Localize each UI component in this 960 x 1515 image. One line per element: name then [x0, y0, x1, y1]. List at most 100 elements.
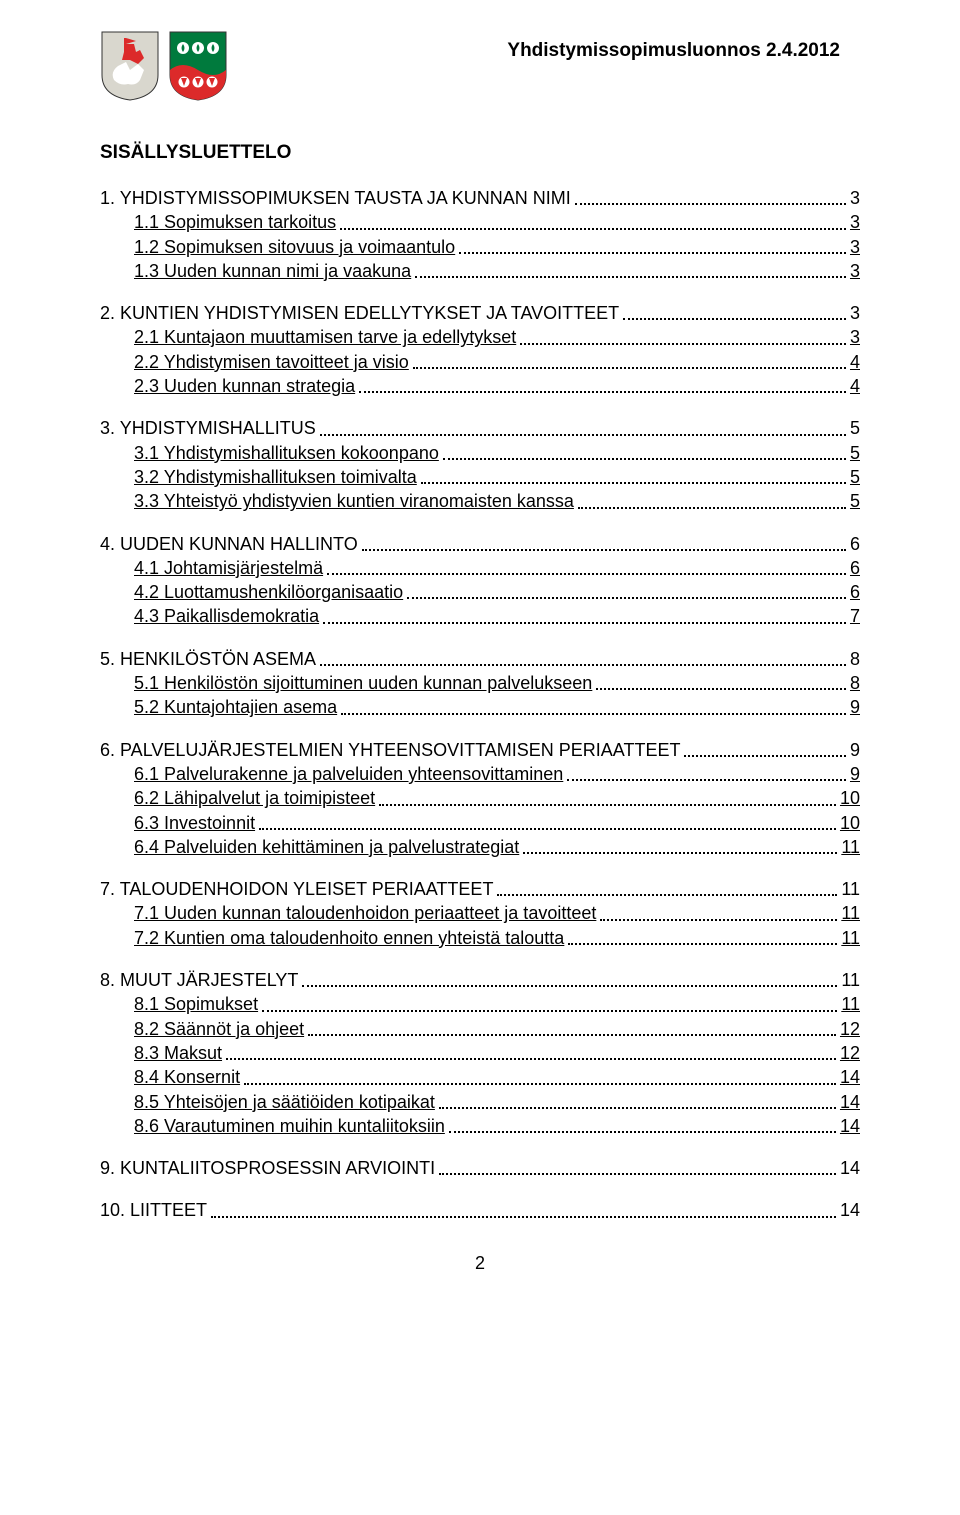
toc-sub-line: 8.2 Säännöt ja ohjeet12 — [100, 1017, 860, 1041]
toc-leader — [443, 458, 846, 460]
toc-sub-label: 8.3 Maksut — [134, 1041, 222, 1065]
toc-sub-page: 10 — [840, 811, 860, 835]
toc-sub-page: 14 — [840, 1090, 860, 1114]
toc-leader — [341, 713, 846, 715]
toc-sub-label: 1.1 Sopimuksen tarkoitus — [134, 210, 336, 234]
toc-heading-line: 8. MUUT JÄRJESTELYT11 — [100, 968, 860, 992]
toc-sub-line: 3.2 Yhdistymishallituksen toimivalta5 — [100, 465, 860, 489]
toc-sub-line: 4.3 Paikallisdemokratia7 — [100, 604, 860, 628]
toc-heading-page: 11 — [841, 877, 860, 901]
toc-sub-label: 6.1 Palvelurakenne ja palveluiden yhteen… — [134, 762, 563, 786]
toc-sub-page: 5 — [850, 465, 860, 489]
toc-sub-page: 12 — [840, 1041, 860, 1065]
toc-heading-page: 6 — [850, 532, 860, 556]
toc-sub-page: 3 — [850, 259, 860, 283]
toc-leader — [596, 688, 846, 690]
toc-leader — [379, 804, 836, 806]
crest-right-icon — [168, 30, 228, 102]
toc-sub-page: 3 — [850, 235, 860, 259]
toc-heading-line: 4. UUDEN KUNNAN HALLINTO 6 — [100, 532, 860, 556]
toc-leader — [439, 1107, 836, 1109]
document-title: Yhdistymissopimusluonnos 2.4.2012 — [507, 40, 840, 62]
toc-leader — [362, 549, 846, 551]
toc-leader — [600, 919, 837, 921]
toc-sub-label: 2.1 Kuntajaon muuttamisen tarve ja edell… — [134, 325, 516, 349]
toc-sub-line: 2.2 Yhdistymisen tavoitteet ja visio4 — [100, 350, 860, 374]
toc-sub-page: 9 — [850, 695, 860, 719]
toc-leader — [684, 755, 846, 757]
toc-sub-page: 4 — [850, 374, 860, 398]
toc-heading-label: 2. KUNTIEN YHDISTYMISEN EDELLYTYKSET JA … — [100, 301, 619, 325]
toc-leader — [302, 985, 837, 987]
toc-heading-page: 5 — [850, 416, 860, 440]
toc-sub-label: 8.4 Konsernit — [134, 1065, 240, 1089]
toc-leader — [623, 318, 846, 320]
toc-heading-line: 3. YHDISTYMISHALLITUS5 — [100, 416, 860, 440]
toc-sub-line: 6.4 Palveluiden kehittäminen ja palvelus… — [100, 835, 860, 859]
toc-sub-line: 8.5 Yhteisöjen ja säätiöiden kotipaikat1… — [100, 1090, 860, 1114]
toc-heading-page: 9 — [850, 738, 860, 762]
toc-section: 10. LIITTEET14 — [100, 1198, 860, 1222]
toc-leader — [421, 482, 846, 484]
toc-section: 2. KUNTIEN YHDISTYMISEN EDELLYTYKSET JA … — [100, 301, 860, 398]
toc-heading-label: 8. MUUT JÄRJESTELYT — [100, 968, 298, 992]
toc-leader — [308, 1034, 836, 1036]
toc-sub-label: 8.6 Varautuminen muihin kuntaliitoksiin — [134, 1114, 445, 1138]
toc-sub-line: 5.2 Kuntajohtajien asema9 — [100, 695, 860, 719]
toc-heading-page: 14 — [840, 1156, 860, 1180]
toc-sub-line: 6.3 Investoinnit10 — [100, 811, 860, 835]
toc-section: 5. HENKILÖSTÖN ASEMA85.1 Henkilöstön sij… — [100, 647, 860, 720]
toc-sub-line: 4.2 Luottamushenkilöorganisaatio6 — [100, 580, 860, 604]
toc-heading-line: 7. TALOUDENHOIDON YLEISET PERIAATTEET11 — [100, 877, 860, 901]
toc-leader — [340, 228, 846, 230]
toc-leader — [320, 434, 846, 436]
toc-sub-line: 8.1 Sopimukset11 — [100, 992, 860, 1016]
toc-heading-page: 3 — [850, 301, 860, 325]
toc-leader — [415, 276, 846, 278]
toc-heading-line: 1. YHDISTYMISSOPIMUKSEN TAUSTA JA KUNNAN… — [100, 186, 860, 210]
toc-leader — [523, 852, 837, 854]
toc-sub-line: 8.6 Varautuminen muihin kuntaliitoksiin1… — [100, 1114, 860, 1138]
toc-heading-label: 9. KUNTALIITOSPROSESSIN ARVIOINTI — [100, 1156, 435, 1180]
toc-leader — [578, 507, 846, 509]
toc-sub-label: 4.1 Johtamisjärjestelmä — [134, 556, 323, 580]
table-of-contents: 1. YHDISTYMISSOPIMUKSEN TAUSTA JA KUNNAN… — [100, 186, 860, 1223]
page-number: 2 — [100, 1253, 860, 1274]
toc-heading-line: 6. PALVELUJÄRJESTELMIEN YHTEENSOVITTAMIS… — [100, 738, 860, 762]
toc-sub-page: 3 — [850, 210, 860, 234]
toc-heading-page: 3 — [850, 186, 860, 210]
toc-sub-line: 6.1 Palvelurakenne ja palveluiden yhteen… — [100, 762, 860, 786]
toc-section: 8. MUUT JÄRJESTELYT118.1 Sopimukset118.2… — [100, 968, 860, 1138]
toc-section: 6. PALVELUJÄRJESTELMIEN YHTEENSOVITTAMIS… — [100, 738, 860, 859]
toc-sub-label: 5.1 Henkilöstön sijoittuminen uuden kunn… — [134, 671, 592, 695]
toc-leader — [359, 391, 846, 393]
toc-leader — [226, 1058, 836, 1060]
toc-section: 9. KUNTALIITOSPROSESSIN ARVIOINTI 14 — [100, 1156, 860, 1180]
toc-sub-page: 7 — [850, 604, 860, 628]
toc-heading-page: 14 — [840, 1198, 860, 1222]
toc-sub-label: 6.2 Lähipalvelut ja toimipisteet — [134, 786, 375, 810]
toc-sub-line: 2.1 Kuntajaon muuttamisen tarve ja edell… — [100, 325, 860, 349]
toc-sub-page: 6 — [850, 556, 860, 580]
toc-sub-page: 4 — [850, 350, 860, 374]
toc-leader — [262, 1010, 837, 1012]
toc-leader — [320, 664, 846, 666]
crest-left-icon — [100, 30, 160, 102]
toc-leader — [323, 622, 846, 624]
toc-sub-page: 11 — [841, 835, 860, 859]
toc-section: 7. TALOUDENHOIDON YLEISET PERIAATTEET11 7… — [100, 877, 860, 950]
toc-sub-page: 10 — [840, 786, 860, 810]
toc-sub-page: 11 — [841, 992, 860, 1016]
toc-heading-line: 9. KUNTALIITOSPROSESSIN ARVIOINTI 14 — [100, 1156, 860, 1180]
toc-sub-line: 7.2 Kuntien oma taloudenhoito ennen yhte… — [100, 926, 860, 950]
toc-sub-line: 5.1 Henkilöstön sijoittuminen uuden kunn… — [100, 671, 860, 695]
crest-row — [100, 30, 228, 102]
toc-sub-page: 5 — [850, 489, 860, 513]
toc-leader — [567, 779, 846, 781]
toc-sub-page: 12 — [840, 1017, 860, 1041]
toc-leader — [211, 1216, 836, 1218]
toc-heading-label: 4. UUDEN KUNNAN HALLINTO — [100, 532, 358, 556]
toc-sub-line: 8.3 Maksut 12 — [100, 1041, 860, 1065]
toc-sub-label: 2.3 Uuden kunnan strategia — [134, 374, 355, 398]
toc-section: 1. YHDISTYMISSOPIMUKSEN TAUSTA JA KUNNAN… — [100, 186, 860, 283]
